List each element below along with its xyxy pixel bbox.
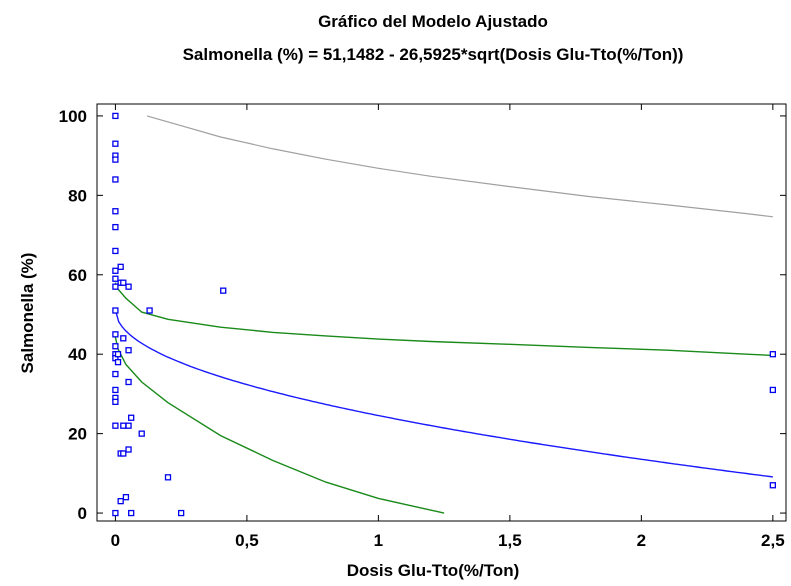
data-point [128,509,135,517]
data-point [112,156,119,163]
data-point [120,279,127,286]
chart-subtitle: Salmonella (%) = 51,1482 - 26,5925*sqrt(… [183,45,684,64]
plot-border [96,103,787,522]
y-tick-label: 0 [78,504,87,523]
chart-title: Gráfico del Modelo Ajustado [318,12,548,31]
data-point [112,386,119,394]
data-point [112,267,119,274]
x-tick-label: 1,5 [498,531,522,550]
data-point [125,446,132,453]
prediction-upper-line [146,115,773,218]
y-tick-label: 100 [59,107,87,126]
data-point [112,176,119,183]
x-axis: 0 0,5 1 1,5 2 2,5 [111,104,785,550]
data-point [112,140,119,147]
data-point [112,208,119,215]
data-point [146,307,153,314]
data-point [120,335,127,342]
x-tick-label: 2 [637,531,646,550]
confidence-lower-line [114,336,445,514]
data-point [112,422,119,429]
confidence-upper-line [114,282,773,357]
fitted-line [114,309,773,478]
y-tick-label: 20 [68,425,87,444]
data-point [178,509,185,517]
data-point [114,358,122,366]
y-tick-label: 80 [68,186,87,205]
x-tick-label: 2,5 [761,531,785,550]
data-point [769,351,777,358]
data-point [112,283,119,290]
data-point [164,474,172,481]
data-point [114,351,122,358]
x-tick-label: 0 [111,531,120,550]
data-point [125,347,132,354]
y-tick-label: 40 [68,345,87,364]
x-tick-label: 0,5 [235,531,259,550]
data-points [112,112,777,517]
data-point [112,398,119,406]
y-tick-label: 60 [68,266,87,285]
data-point [112,112,119,120]
data-point [112,509,119,517]
x-axis-label: Dosis Glu-Tto(%/Ton) [347,561,520,580]
data-point [138,430,145,437]
x-tick-label: 1 [374,531,383,550]
data-point [125,283,132,290]
data-point [112,307,119,314]
data-point [117,263,124,270]
data-point [125,378,132,386]
data-point [112,223,119,231]
data-point [220,287,227,294]
fitted-lines [114,115,773,514]
data-point [112,343,119,350]
data-point [112,247,119,255]
data-point [125,422,132,429]
data-point [122,494,130,501]
data-point [117,497,124,505]
data-point [120,450,127,457]
data-point [769,482,777,489]
data-point [120,422,127,429]
y-axis-label: Salmonella (%) [18,253,37,374]
data-point [112,331,119,338]
data-point [769,386,777,394]
plot-area [96,103,787,522]
data-point [128,414,135,421]
data-point [112,275,119,282]
data-point [112,370,119,378]
y-axis: 0 20 40 60 80 100 [59,107,786,523]
